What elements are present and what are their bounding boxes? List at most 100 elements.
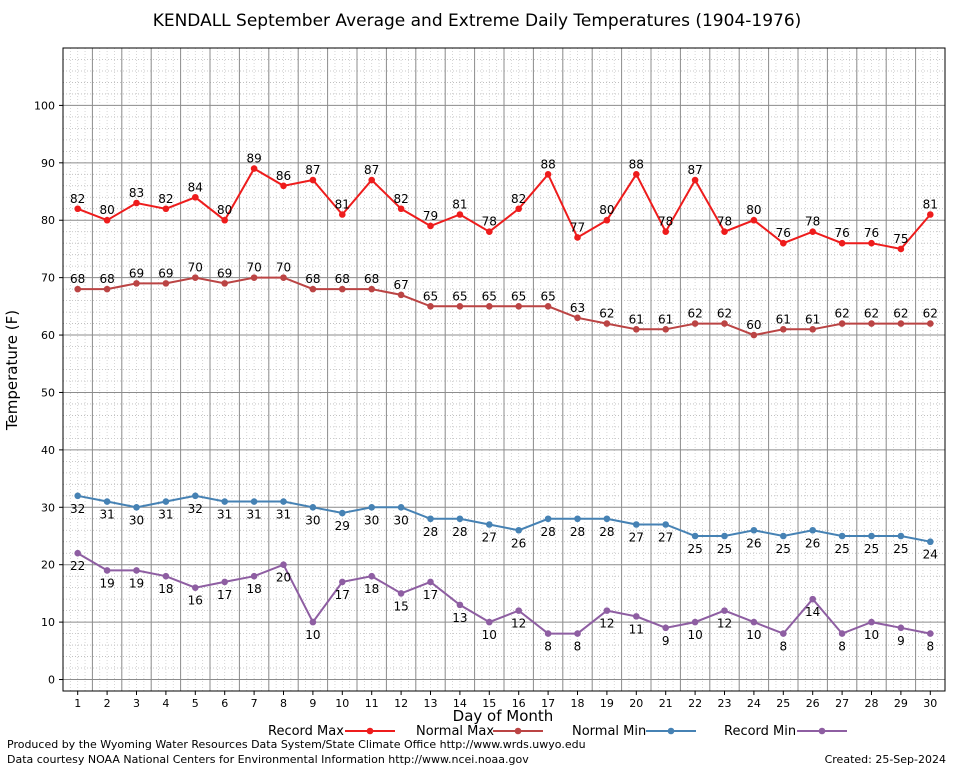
data-point-record-max [486,228,493,236]
data-label-normal-max: 62 [717,307,732,321]
data-point-record-min [574,630,581,637]
data-point-record-max [544,171,552,178]
data-label-normal-min: 31 [246,508,261,522]
data-label-record-max: 84 [188,180,203,194]
x-tick-label: 20 [629,697,643,710]
data-label-record-min: 22 [70,559,85,573]
y-tick-label: 60 [41,329,55,342]
x-tick-label: 26 [806,697,820,710]
data-label-normal-min: 28 [423,525,438,539]
data-label-record-max: 88 [540,157,555,171]
data-label-normal-min: 25 [776,542,791,556]
data-label-normal-max: 65 [511,289,526,303]
y-tick-label: 100 [34,99,55,112]
data-point-normal-max [809,326,816,333]
x-tick-label: 9 [309,697,316,710]
data-point-normal-min [574,515,581,523]
data-label-normal-max: 62 [923,307,938,321]
data-point-normal-max [250,274,258,281]
data-point-normal-min [780,532,787,540]
data-point-normal-max [74,285,81,293]
data-label-record-max: 82 [158,192,173,206]
data-label-normal-max: 61 [629,312,644,326]
series-line-normal-max [77,276,931,337]
data-point-record-min [162,572,170,580]
series-normal-max: 68 68 69 69 70 69 70 70 68 68 68 67 65 65 65 65 65 63 62 61… [70,261,938,339]
data-label-normal-max: 61 [776,312,791,326]
data-label-normal-max: 60 [746,318,761,332]
data-label-normal-min: 31 [276,508,291,522]
data-point-record-max [397,205,405,213]
data-point-normal-max [927,320,934,327]
data-point-record-max [633,171,640,178]
footer-produced-by: Produced by the Wyoming Water Resources … [7,738,586,751]
x-tick-label: 29 [894,697,908,710]
data-label-normal-min: 25 [893,542,908,556]
data-label-record-max: 82 [393,192,408,206]
data-label-record-min: 8 [574,640,582,654]
data-label-record-max: 78 [658,215,673,229]
data-point-normal-min [750,526,758,534]
x-tick-label: 3 [133,697,140,710]
data-label-normal-min: 27 [658,531,673,545]
data-label-normal-max: 65 [423,289,438,303]
data-point-normal-max [633,326,640,333]
data-label-record-max: 83 [129,186,144,200]
data-point-normal-min [162,498,170,505]
data-label-normal-max: 68 [99,272,114,286]
x-tick-label: 21 [659,697,673,710]
data-label-record-max: 78 [805,215,820,229]
data-point-normal-max [397,291,405,299]
data-point-record-min [74,549,81,557]
data-point-record-max [603,216,611,224]
data-label-normal-max: 70 [276,261,291,275]
data-point-normal-min [280,498,287,505]
data-point-record-min [250,572,258,580]
data-label-record-max: 88 [629,157,644,171]
data-point-record-min [691,618,699,626]
data-point-normal-min [486,521,493,528]
y-tick-label: 0 [48,674,55,687]
x-tick-label: 27 [835,697,849,710]
data-label-normal-min: 27 [629,531,644,545]
data-point-record-min [721,607,728,614]
data-point-normal-min [633,521,640,528]
data-point-record-min [750,618,758,626]
data-label-normal-max: 68 [364,272,379,286]
data-label-record-max: 89 [246,152,261,166]
data-point-normal-min [309,503,317,511]
data-label-record-max: 86 [276,169,291,183]
data-point-normal-min [721,532,728,540]
data-label-record-min: 8 [544,640,552,654]
data-label-record-min: 10 [482,628,497,642]
data-label-normal-min: 31 [99,508,114,522]
data-point-normal-max [456,303,464,310]
data-label-record-min: 15 [393,599,408,613]
data-label-record-min: 12 [717,617,732,631]
data-point-normal-max [721,320,728,327]
data-label-record-min: 8 [838,640,846,654]
x-tick-label: 8 [280,697,287,710]
data-point-normal-max [103,285,111,293]
data-point-record-max [780,239,787,247]
x-tick-label: 6 [221,697,228,710]
data-point-record-max [427,222,434,230]
data-label-record-max: 87 [687,163,702,177]
data-point-normal-max [280,274,287,281]
data-label-normal-max: 62 [599,307,614,321]
data-point-normal-max [662,326,669,333]
data-point-record-min [633,613,640,620]
legend-label-normal-max: Normal Max [416,724,494,739]
data-point-record-max [221,216,228,224]
legend-label-record-max: Record Max [268,724,344,739]
data-label-normal-min: 28 [540,525,555,539]
x-tick-label: 13 [424,697,438,710]
data-label-normal-min: 32 [188,502,203,516]
data-label-normal-max: 69 [217,266,232,280]
x-tick-label: 15 [482,697,496,710]
y-tick-label: 10 [41,616,55,629]
data-point-normal-min [868,532,875,540]
data-label-normal-min: 28 [599,525,614,539]
data-label-record-min: 16 [188,594,203,608]
data-label-record-max: 81 [452,197,467,211]
